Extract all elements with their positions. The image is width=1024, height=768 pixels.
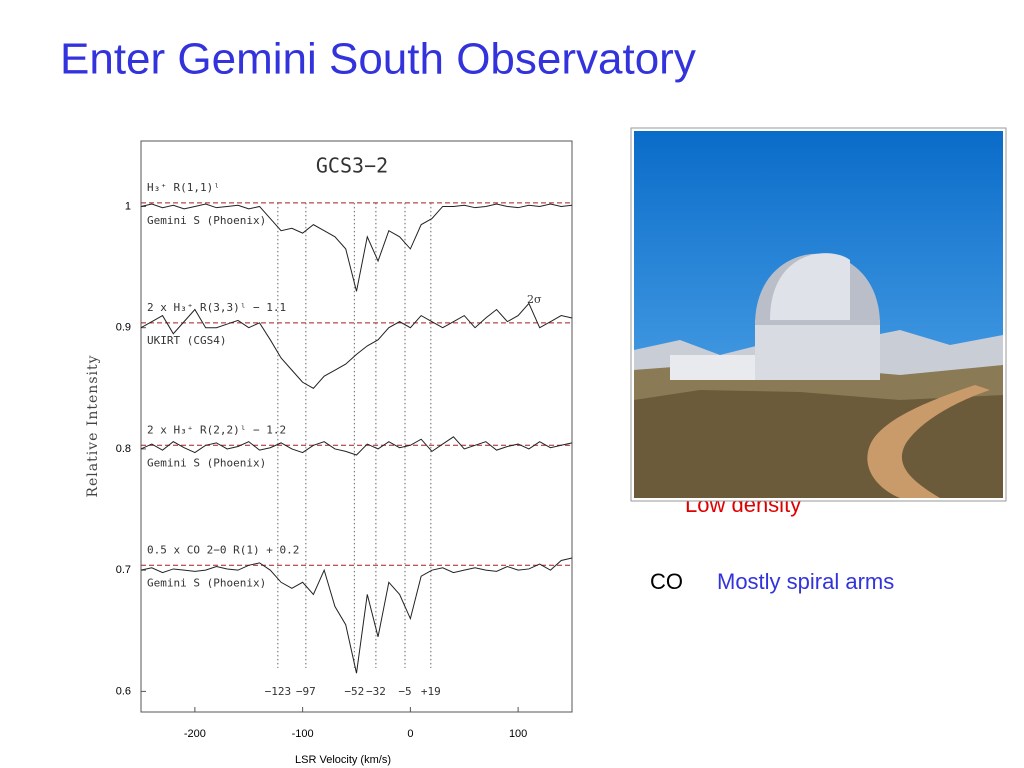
series-name: 2 x H₃⁺ R(2,2)ˡ − 1.2: [147, 423, 286, 436]
plot-frame: [140, 140, 573, 713]
slide-title: Enter Gemini South Observatory: [60, 35, 696, 84]
series-name: 0.5 x CO 2−0 R(1) + 0.2: [147, 543, 299, 556]
velocity-label: −32: [366, 685, 386, 698]
x-axis-label: LSR Velocity (km/s): [295, 754, 391, 766]
velocity-label: +19: [421, 685, 441, 698]
spectrum: [140, 557, 573, 674]
co-label: CO: [650, 569, 683, 594]
y-tick-label: 1: [125, 200, 131, 212]
x-tick-label: 100: [509, 728, 527, 740]
y-tick-label: 0.8: [116, 443, 131, 455]
series-instrument: UKIRT (CGS4): [147, 334, 226, 347]
x-tick-label: 0: [407, 728, 413, 740]
velocity-label: −5: [398, 685, 411, 698]
series-instrument: Gemini S (Phoenix): [147, 214, 266, 227]
chart-title: GCS3−2: [316, 154, 388, 178]
co-note: Mostly spiral arms: [717, 569, 894, 594]
photo: [630, 127, 1007, 502]
series-name: 2 x H₃⁺ R(3,3)ˡ − 1.1: [147, 301, 286, 314]
x-tick-label: -100: [292, 728, 314, 740]
x-tick-label: -200: [184, 728, 206, 740]
y-tick-label: 0.6: [116, 685, 131, 697]
series-instrument: Gemini S (Phoenix): [147, 456, 266, 469]
y-tick-label: 0.7: [116, 564, 131, 576]
velocity-label: −123: [265, 685, 292, 698]
annotation: 2σ: [527, 293, 542, 306]
spectrum: [140, 203, 573, 292]
y-tick-label: 0.9: [116, 322, 131, 334]
series-instrument: Gemini S (Phoenix): [147, 576, 266, 589]
velocity-label: −52: [344, 685, 364, 698]
series-name: H₃⁺ R(1,1)ˡ: [147, 181, 220, 194]
spectrum: [140, 436, 573, 456]
spectrum: [140, 302, 573, 389]
velocity-label: −97: [296, 685, 316, 698]
y-axis-label: Relative Intensity: [85, 354, 101, 497]
